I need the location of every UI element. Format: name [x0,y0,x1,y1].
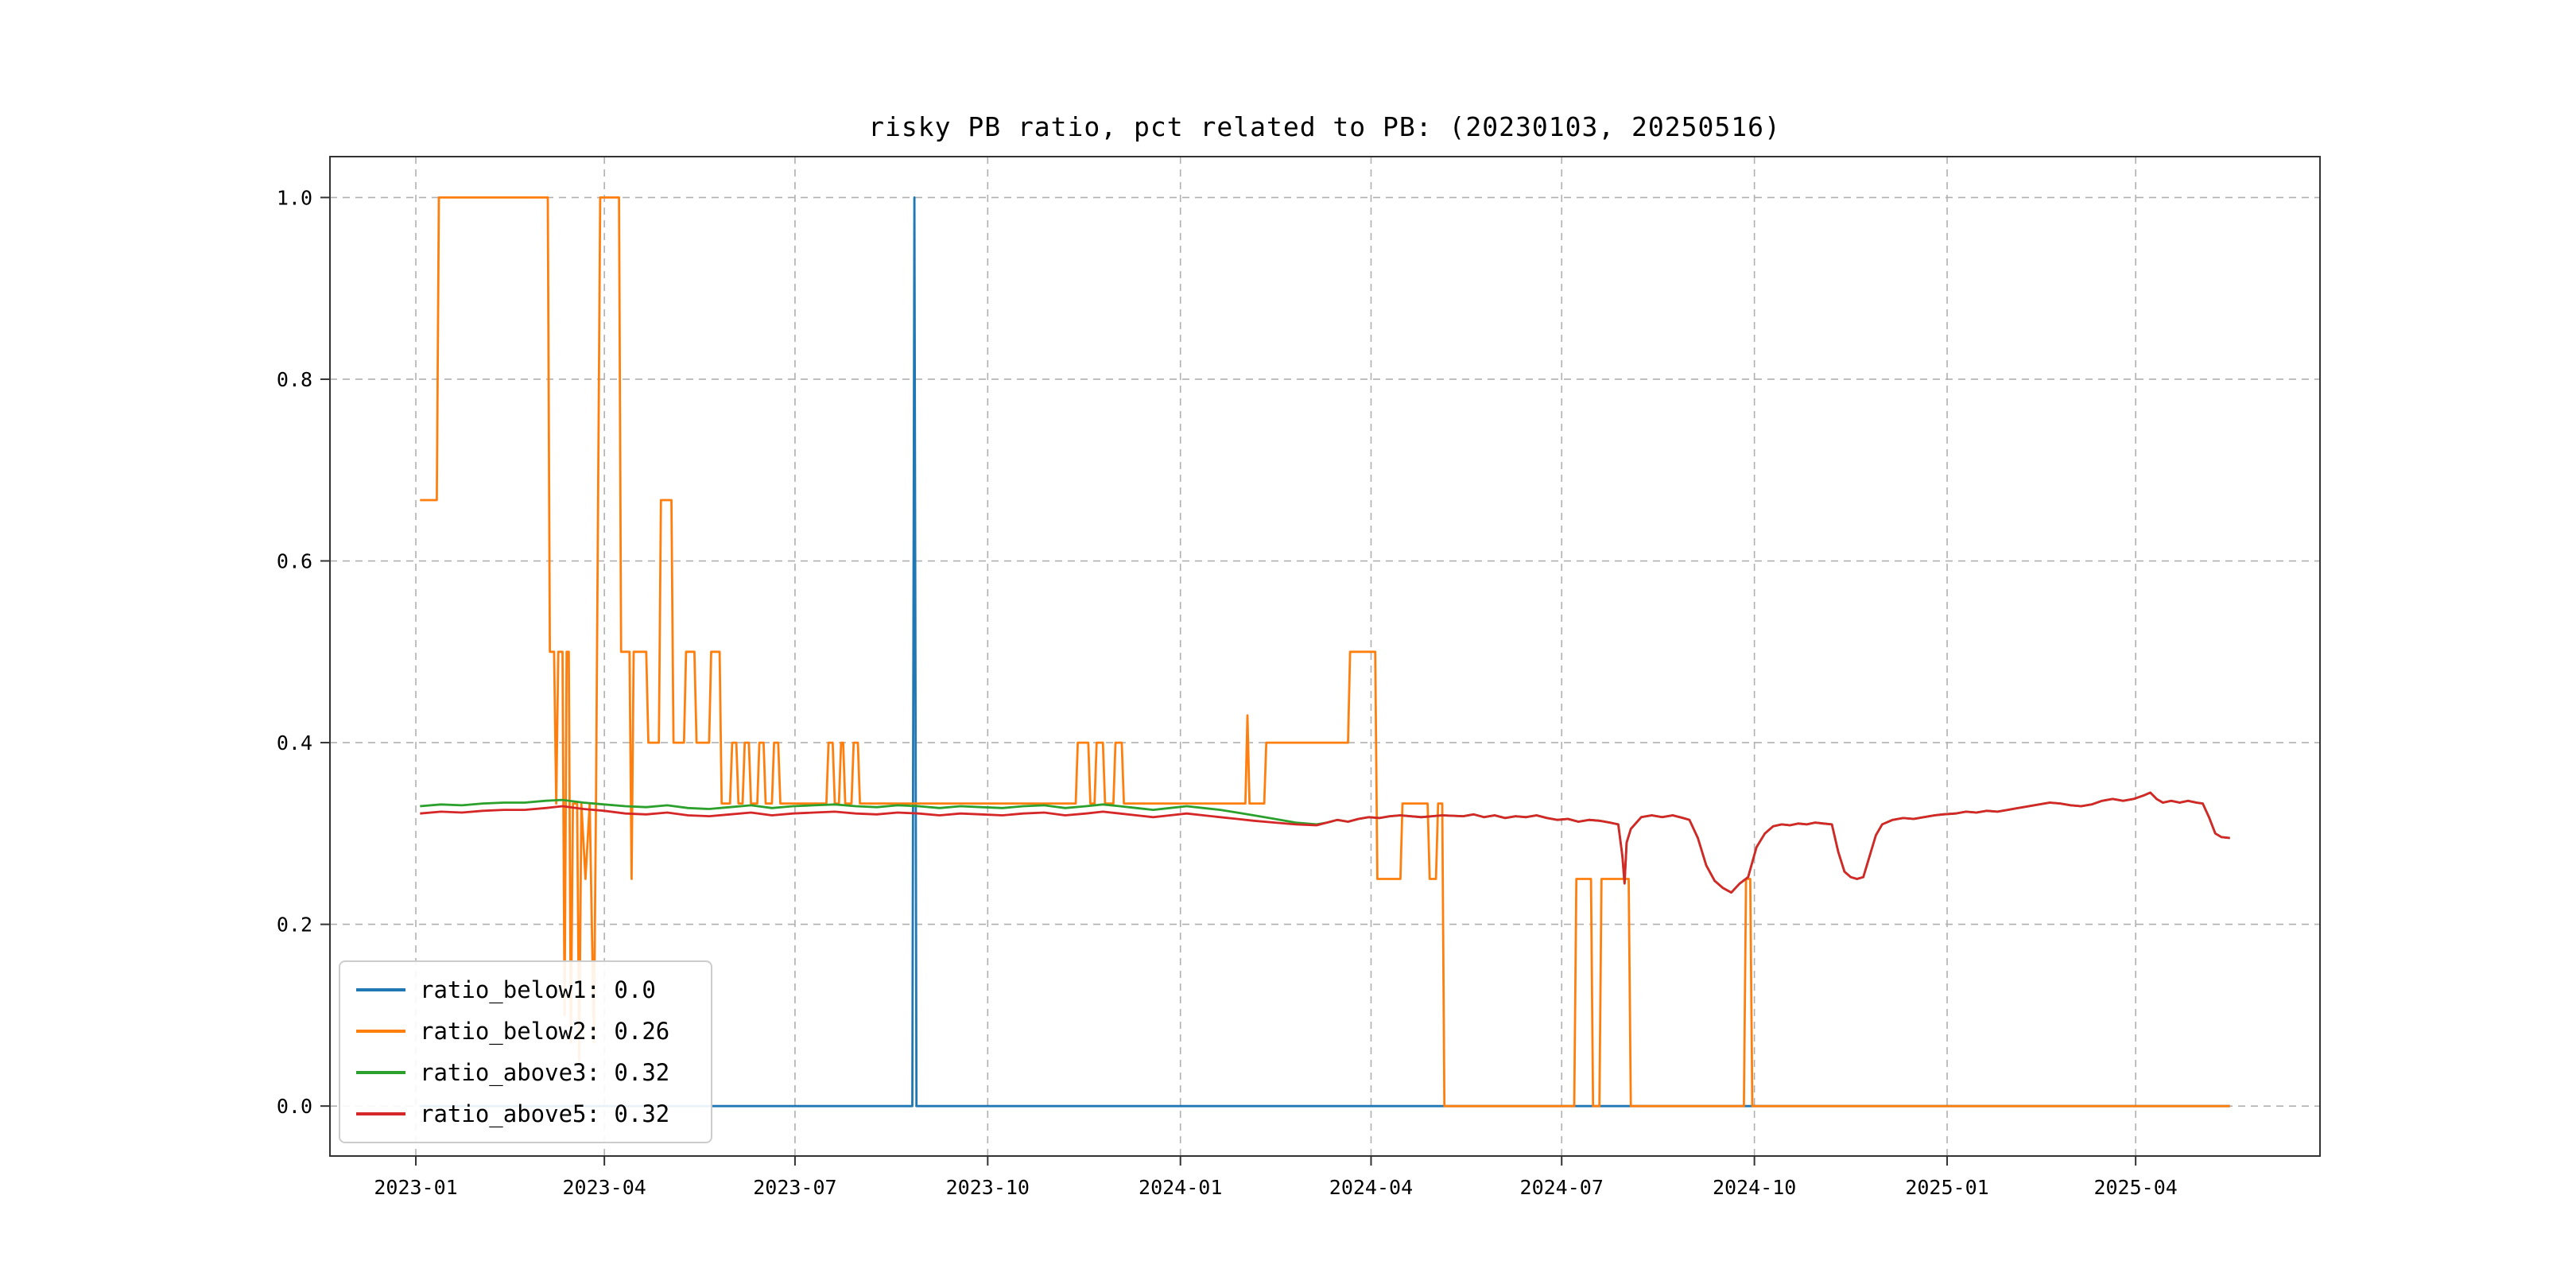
x-tick-label: 2025-04 [2093,1176,2177,1199]
x-tick-label: 2024-01 [1139,1176,1222,1199]
legend-label: ratio_above3: 0.32 [420,1059,670,1086]
axes-frame [329,156,2321,1157]
y-tick-label: 1.0 [277,186,312,209]
y-tick-label: 0.6 [277,550,312,573]
x-tick-label: 2023-07 [753,1176,836,1199]
chart-title: risky PB ratio, pct related to PB: (2023… [868,111,1781,142]
legend: ratio_below1: 0.0 ratio_below2: 0.26 ratio… [339,960,712,1143]
legend-line-swatch [356,1030,405,1033]
series-line-ratio_above5 [420,791,2230,894]
series-line-ratio_below1 [420,196,2230,1108]
x-tick-label: 2023-10 [946,1176,1030,1199]
legend-line-swatch [356,988,405,991]
x-tick-label: 2023-01 [374,1176,457,1199]
legend-label: ratio_below1: 0.0 [420,976,656,1003]
legend-item: ratio_above5: 0.32 [356,1097,695,1131]
series-line-ratio_above3 [420,791,2230,894]
legend-label: ratio_below2: 0.26 [420,1018,670,1045]
legend-item: ratio_below2: 0.26 [356,1014,695,1048]
legend-label: ratio_above5: 0.32 [420,1100,670,1127]
series-line-ratio_below2 [420,196,2230,1108]
x-tick-label: 2024-10 [1713,1176,1796,1199]
legend-item: ratio_below1: 0.0 [356,973,695,1007]
y-tick-label: 0.4 [277,731,312,755]
legend-line-swatch [356,1112,405,1115]
y-tick-label: 0.0 [277,1095,312,1118]
legend-item: ratio_above3: 0.32 [356,1056,695,1089]
y-tick-label: 0.8 [277,368,312,391]
x-tick-label: 2024-04 [1329,1176,1413,1199]
y-tick-label: 0.2 [277,914,312,937]
x-tick-label: 2023-04 [562,1176,646,1199]
legend-line-swatch [356,1071,405,1074]
x-tick-label: 2025-01 [1905,1176,1988,1199]
x-tick-label: 2024-07 [1520,1176,1604,1199]
